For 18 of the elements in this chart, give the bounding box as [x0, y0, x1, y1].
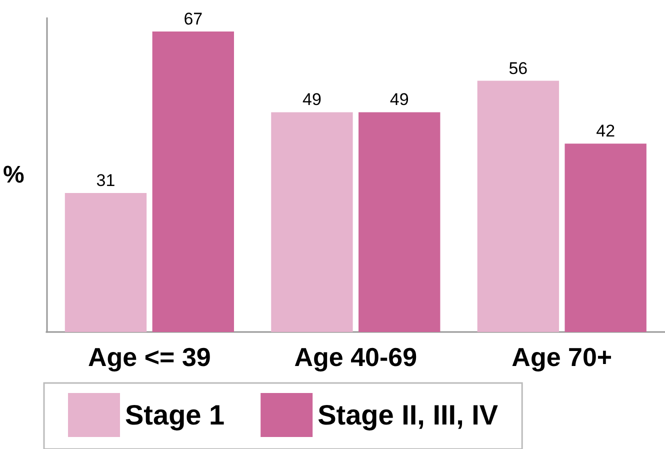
data-label: 49 [302, 90, 322, 110]
data-label: 49 [390, 90, 409, 110]
data-label: 42 [596, 122, 616, 141]
bar [358, 112, 440, 332]
x-tick-label: Age 70+ [512, 342, 612, 372]
bar [64, 192, 147, 332]
bar [477, 80, 560, 332]
x-tick-label: Age 40-69 [294, 342, 418, 372]
data-label: 56 [508, 58, 528, 78]
bar [152, 31, 234, 332]
x-tick-label: Age <= 39 [88, 342, 211, 372]
data-label: 67 [184, 9, 203, 28]
y-axis-title: % [2, 162, 24, 188]
bar [564, 144, 646, 332]
legend-label: Stage 1 [125, 400, 225, 430]
bar [271, 112, 353, 332]
legend-label: Stage II, III, IV [318, 400, 498, 430]
data-label: 31 [96, 170, 116, 190]
